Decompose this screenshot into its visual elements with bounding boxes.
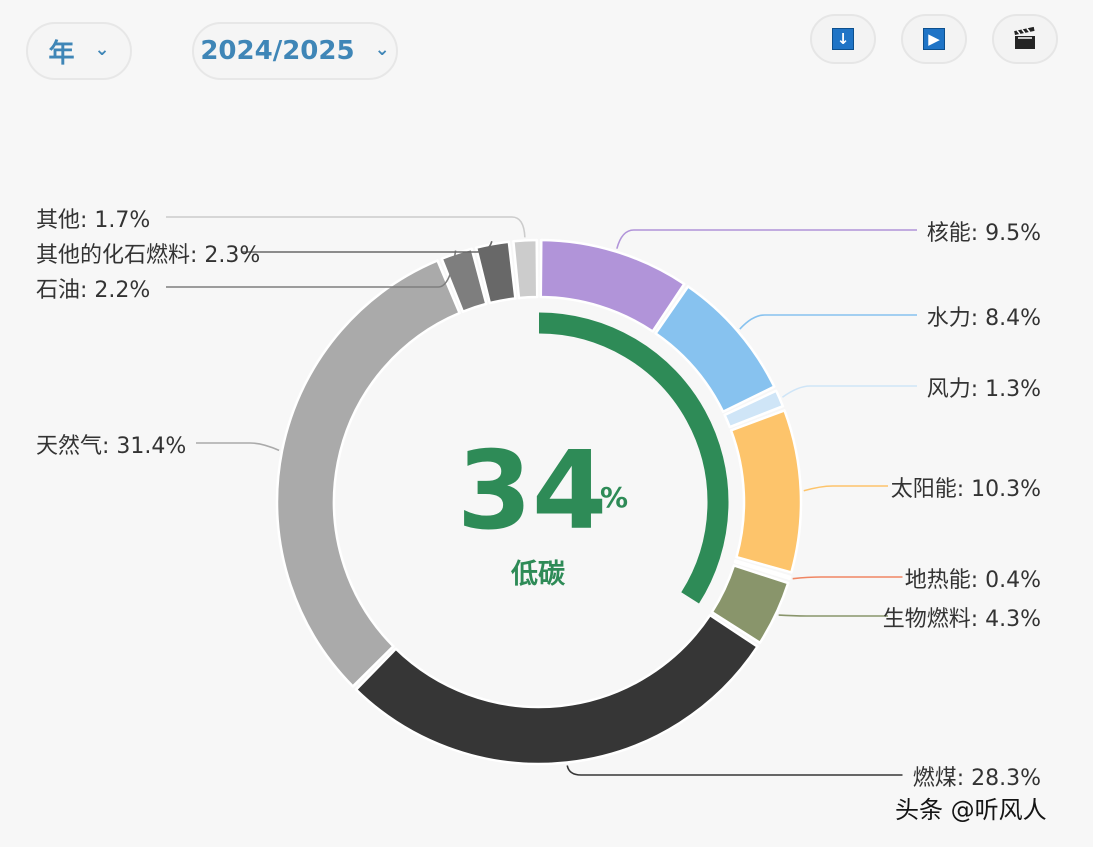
low-carbon-label: 低碳: [510, 559, 566, 590]
segment-label-8: 天然气: 31.4%: [36, 434, 186, 459]
segment-label-9: 石油: 2.2%: [36, 278, 150, 303]
segment-label-2: 水力: 8.4%: [927, 306, 1041, 331]
segment-label-6: 生物燃料: 4.3%: [883, 607, 1041, 632]
leaders-layer: [166, 216, 917, 776]
watermark: 头条 @听风人: [895, 796, 1047, 824]
period-select[interactable]: 年 ⌄: [26, 22, 132, 80]
donut-segment-8[interactable]: [275, 259, 461, 688]
leader-line-9: [166, 250, 457, 288]
leader-line-2: [739, 314, 917, 330]
donut-segment-1[interactable]: [539, 238, 686, 333]
leader-line-3: [781, 385, 917, 398]
segment-label-3: 风力: 1.3%: [927, 377, 1041, 402]
segment-label-7: 燃煤: 28.3%: [913, 766, 1041, 791]
low-carbon-progress-arc: [538, 312, 729, 604]
leader-line-6: [778, 614, 888, 617]
period-select-value: 年: [48, 38, 75, 69]
leader-line-5: [792, 576, 903, 580]
leader-line-1: [616, 229, 917, 249]
donut-segment-11[interactable]: [512, 238, 539, 300]
segment-label-1: 核能: 9.5%: [927, 221, 1041, 246]
donut-segment-3[interactable]: [723, 389, 785, 429]
play-button[interactable]: ▶: [901, 14, 967, 64]
play-icon: ▶: [923, 28, 945, 50]
leader-line-4: [803, 485, 888, 492]
download-button[interactable]: ↓: [810, 14, 876, 64]
chevron-down-icon: ⌄: [374, 38, 390, 60]
donut-segment-6[interactable]: [710, 564, 790, 645]
segment-label-4: 太阳能: 10.3%: [891, 477, 1041, 502]
year-select-value: 2024/2025: [200, 36, 355, 66]
year-select[interactable]: 2024/2025 ⌄: [192, 22, 398, 80]
leader-line-8: [196, 442, 280, 452]
low-carbon-unit: %: [600, 481, 628, 514]
low-carbon-value: 34: [457, 429, 607, 554]
labels-layer: 核能: 9.5% 水力: 8.4% 风力: 1.3% 太阳能: 10.3% 地热能: 0…: [36, 208, 1041, 791]
donut-segment-7[interactable]: [354, 613, 759, 766]
clapperboard-icon: [1014, 26, 1035, 49]
segment-label-11: 其他: 1.7%: [36, 208, 150, 233]
leader-line-11: [166, 216, 526, 238]
leader-line-7: [566, 765, 903, 776]
segments-layer: [275, 238, 803, 766]
donut-segment-4[interactable]: [729, 409, 803, 574]
segment-label-5: 地热能: 0.4%: [905, 568, 1041, 593]
leader-line-10: [241, 240, 493, 253]
segment-label-10: 其他的化石燃料: 2.3%: [36, 243, 260, 268]
chevron-down-icon: ⌄: [94, 38, 110, 60]
download-icon: ↓: [832, 28, 854, 50]
donut-segment-10[interactable]: [474, 240, 517, 305]
video-button[interactable]: [992, 14, 1058, 64]
donut-segment-2[interactable]: [654, 285, 776, 413]
donut-segment-5[interactable]: [733, 559, 792, 580]
